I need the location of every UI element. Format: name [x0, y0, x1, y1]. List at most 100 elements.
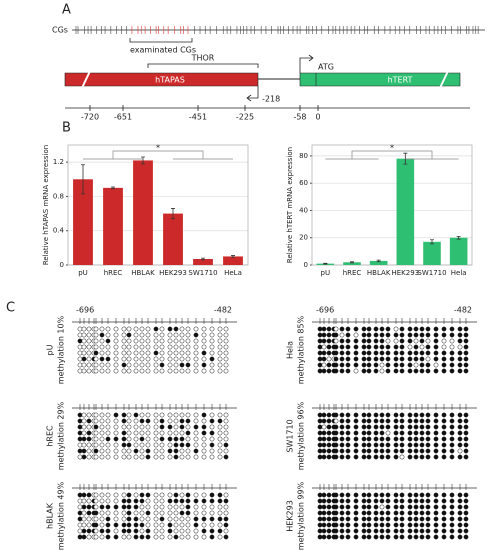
cpg-dot — [173, 534, 179, 540]
cpg-dot — [385, 516, 391, 522]
cpg-dot — [345, 510, 351, 516]
cpg-dot — [93, 454, 99, 460]
cpg-dot — [339, 448, 345, 454]
cpg-dot — [441, 332, 447, 338]
position-label: 0 — [315, 113, 320, 122]
cpg-dot — [425, 356, 431, 362]
cpg-dot — [326, 504, 332, 510]
cpg-dot — [425, 492, 431, 498]
cpg-dot — [449, 448, 455, 454]
cpg-dot — [441, 516, 447, 522]
cpg-dot — [173, 430, 179, 436]
cpg-dot — [217, 362, 223, 368]
cpg-dot — [153, 362, 159, 368]
cpg-dot — [321, 350, 327, 356]
cpg-dot — [133, 350, 139, 356]
cpg-dot — [373, 368, 379, 374]
cpg-dot — [345, 326, 351, 332]
cpg-dot — [413, 504, 419, 510]
y-tick-label: 0.8 — [53, 192, 64, 200]
cpg-dot — [173, 442, 179, 448]
cpg-dot — [317, 350, 323, 356]
cpg-dot — [185, 534, 191, 540]
cpg-dot — [153, 448, 159, 454]
cpg-dot — [413, 338, 419, 344]
cpg-dot — [99, 344, 105, 350]
cpg-dot — [449, 510, 455, 516]
cpg-dot — [193, 442, 199, 448]
cpg-dot — [185, 344, 191, 350]
cpg-dot — [317, 436, 323, 442]
start-position: -696 — [316, 306, 334, 315]
cpg-dot — [93, 344, 99, 350]
cpg-dot — [209, 356, 215, 362]
cpg-dot — [373, 344, 379, 350]
cpg-dot — [145, 492, 151, 498]
cpg-dot — [209, 534, 215, 540]
cpg-dot — [361, 528, 367, 534]
cpg-dot — [379, 448, 385, 454]
cpg-dot — [345, 362, 351, 368]
cpg-dot — [105, 356, 111, 362]
panel-label: C — [6, 301, 15, 316]
cpg-dot — [145, 448, 151, 454]
cpg-dot — [193, 492, 199, 498]
cpg-dot — [99, 338, 105, 344]
cpg-dot — [167, 522, 173, 528]
cpg-dot — [173, 516, 179, 522]
cpg-dot — [449, 326, 455, 332]
cpg-dot — [121, 362, 127, 368]
bracket — [147, 63, 259, 68]
cpg-dot — [326, 516, 332, 522]
cpg-dot — [121, 528, 127, 534]
cpg-dot — [425, 498, 431, 504]
cpg-dot — [126, 412, 132, 418]
cpg-dot — [105, 534, 111, 540]
error-bar — [111, 186, 115, 190]
methylation-label: methylation 85% — [297, 315, 306, 384]
significance-bracket — [83, 150, 233, 160]
cpg-dot — [153, 442, 159, 448]
cpg-dot — [366, 436, 372, 442]
cpg-dot — [179, 454, 185, 460]
cpg-dot — [121, 442, 127, 448]
thor-label: THOR — [191, 54, 215, 63]
cpg-dot — [201, 332, 207, 338]
cpg-dot — [126, 350, 132, 356]
cpg-dot — [167, 418, 173, 424]
cpg-dot — [217, 424, 223, 430]
cpg-dot — [361, 412, 367, 418]
cpg-dot — [419, 356, 425, 362]
cpg-dot — [153, 522, 159, 528]
y-tick-label: 0.4 — [53, 227, 65, 235]
cpg-dot — [457, 454, 463, 460]
cpg-dot — [433, 338, 439, 344]
cpg-dot — [361, 516, 367, 522]
cpg-dot — [173, 326, 179, 332]
cpg-dot — [457, 448, 463, 454]
cpg-dot — [463, 430, 469, 436]
cpg-dot — [223, 522, 229, 528]
cpg-dot — [353, 492, 359, 498]
cpg-dot — [419, 368, 425, 374]
cpg-dot — [413, 412, 419, 418]
cpg-dot — [317, 528, 323, 534]
cpg-dot — [77, 430, 83, 436]
cpg-dot — [99, 430, 105, 436]
cpg-dot — [361, 332, 367, 338]
cpg-dot — [399, 510, 405, 516]
cpg-dot — [77, 498, 83, 504]
cpg-dot — [379, 522, 385, 528]
methylation-label: methylation 96% — [297, 401, 306, 470]
cpg-dot — [379, 344, 385, 350]
cpg-dot — [99, 326, 105, 332]
cpg-dot — [217, 510, 223, 516]
cpg-dot — [159, 350, 165, 356]
cpg-dot — [419, 448, 425, 454]
x-tick-label: Hela — [451, 269, 467, 277]
cpg-dot — [167, 442, 173, 448]
cpg-dot — [441, 448, 447, 454]
cpg-dot — [113, 344, 119, 350]
cpg-dot — [419, 534, 425, 540]
cpg-dot — [121, 516, 127, 522]
